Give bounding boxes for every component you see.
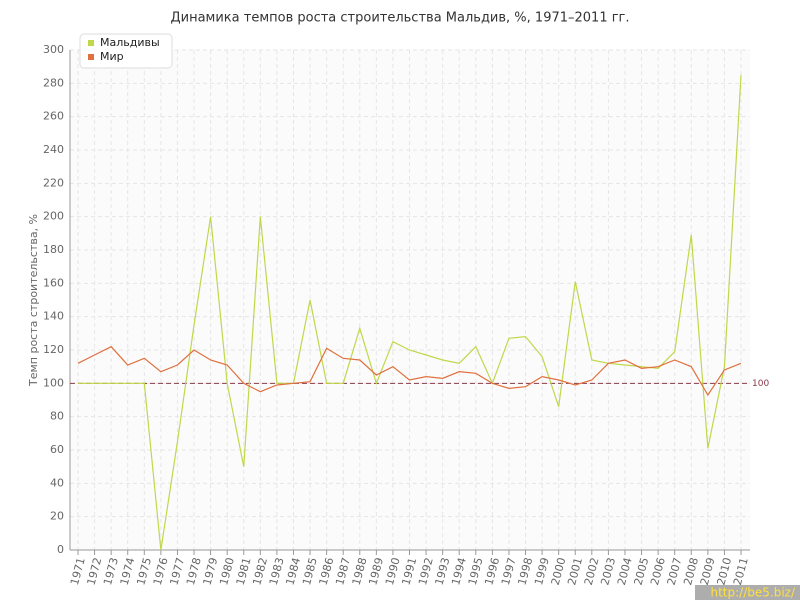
y-tick-label: 140: [43, 310, 64, 323]
y-tick-label: 0: [57, 543, 64, 556]
watermark-bg: [695, 585, 800, 600]
legend-swatch: [88, 40, 94, 46]
y-tick-label: 200: [43, 210, 64, 223]
y-tick-label: 280: [43, 76, 64, 89]
y-tick-label: 40: [50, 476, 64, 489]
chart-title: Динамика темпов роста строительства Маль…: [170, 11, 629, 26]
y-tick-label: 80: [50, 410, 64, 423]
y-tick-label: 20: [50, 510, 64, 523]
legend-label: Мальдивы: [100, 36, 160, 49]
legend-label: Мир: [100, 50, 124, 63]
y-tick-label: 300: [43, 43, 64, 56]
y-tick-label: 60: [50, 443, 64, 456]
y-axis-label: Темп роста строительства, %: [27, 214, 40, 387]
watermark: http://be5.biz/: [710, 586, 795, 600]
y-tick-label: 120: [43, 343, 64, 356]
legend-swatch: [88, 54, 94, 60]
y-tick-label: 240: [43, 143, 64, 156]
series-line: [77, 345, 742, 397]
legend-box: [79, 33, 173, 69]
y-tick-label: 220: [43, 176, 64, 189]
y-tick-label: 180: [43, 243, 64, 256]
series-line: [78, 74, 742, 551]
x-tick-label: 2011: [731, 556, 751, 586]
y-tick-label: 260: [43, 110, 64, 123]
reference-label: 100: [752, 379, 769, 389]
y-tick-label: 100: [43, 376, 64, 389]
y-tick-label: 160: [43, 276, 64, 289]
